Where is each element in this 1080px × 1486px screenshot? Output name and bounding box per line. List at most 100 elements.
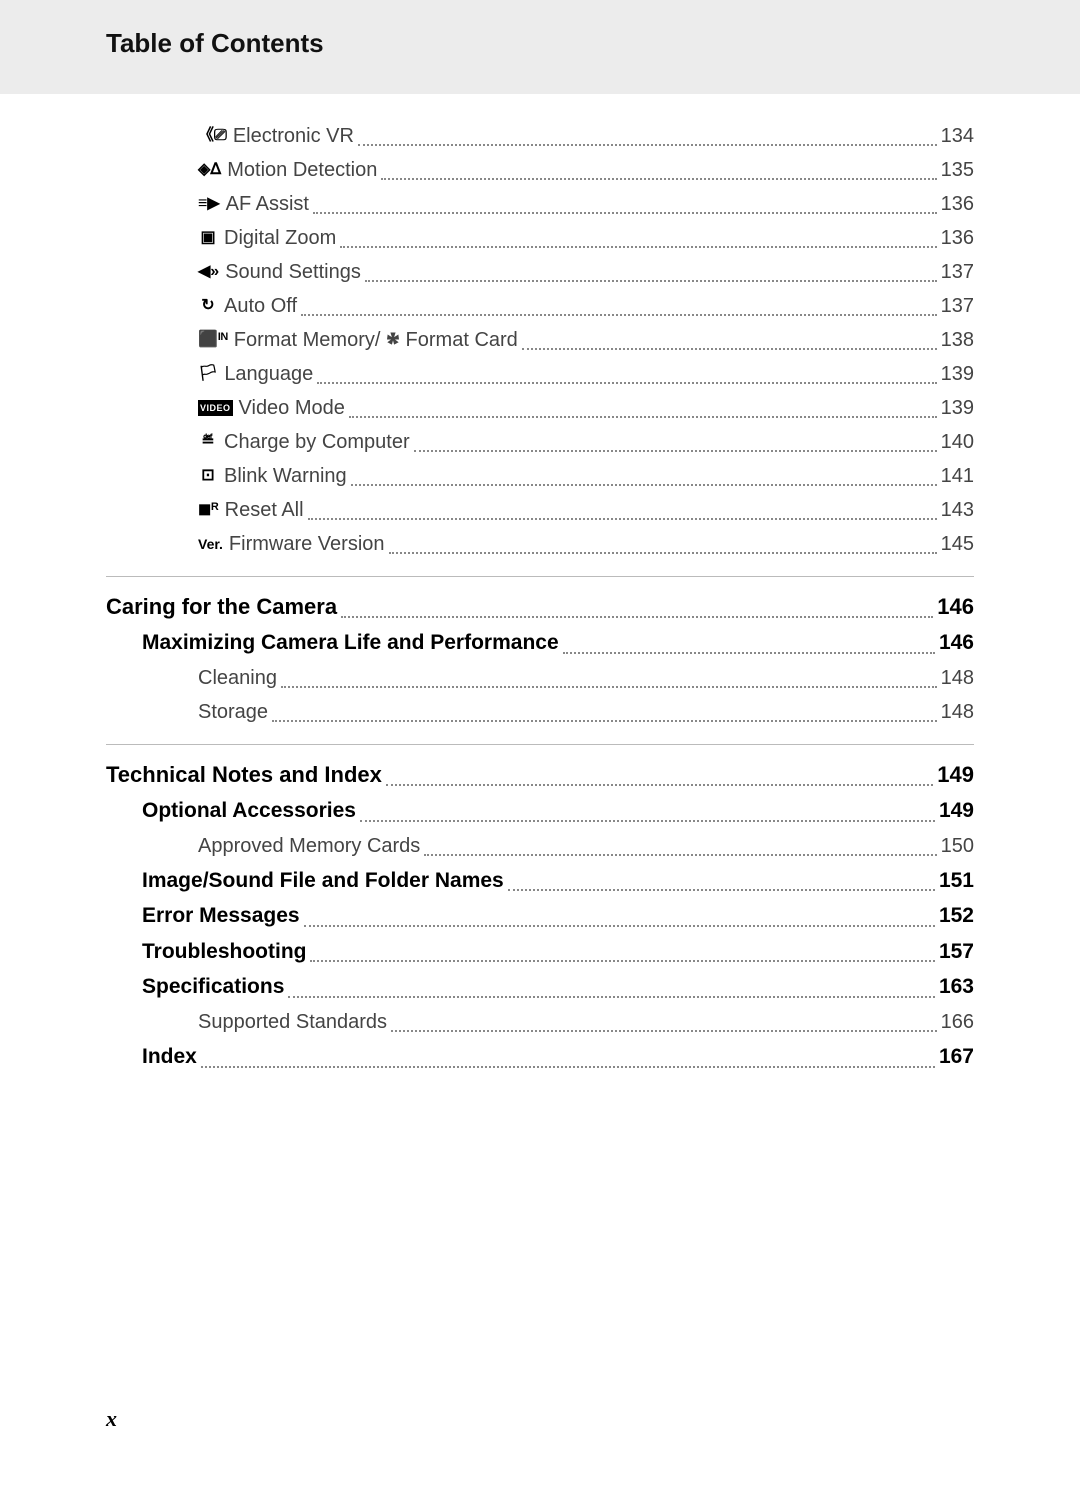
toc-leader-dots: [304, 925, 935, 927]
toc-label: ⊡ Blink Warning: [198, 460, 347, 492]
toc-line[interactable]: Storage 148: [106, 696, 974, 728]
reset-all-icon: ◼ᴿ: [198, 497, 219, 523]
toc-label: Technical Notes and Index: [106, 757, 382, 792]
toc-line[interactable]: Ver. Firmware Version 145: [106, 528, 974, 560]
toc-line[interactable]: ◀» Sound Settings 137: [106, 256, 974, 288]
toc-line[interactable]: ◼ᴿ Reset All 143: [106, 494, 974, 526]
toc-leader-dots: [349, 416, 937, 418]
toc-line[interactable]: Image/Sound File and Folder Names 151: [106, 864, 974, 898]
toc-label: 《⎚ Electronic VR: [198, 120, 354, 152]
toc-leader-dots: [301, 314, 937, 316]
toc-leader-dots: [281, 686, 937, 688]
toc-line[interactable]: Supported Standards166: [106, 1006, 974, 1038]
toc-leader-dots: [308, 518, 937, 520]
toc-page-number: 137: [941, 256, 974, 288]
toc-text: Format Memory/ 🞴 Format Card: [234, 324, 518, 356]
page-number: x: [106, 1406, 117, 1432]
toc-label: ◀» Sound Settings: [198, 256, 361, 288]
toc-line[interactable]: Troubleshooting 157: [106, 935, 974, 969]
toc-text: Charge by Computer: [224, 426, 410, 458]
toc-line[interactable]: Technical Notes and Index 149: [106, 757, 974, 792]
toc-text: Video Mode: [239, 392, 345, 424]
toc-text: AF Assist: [226, 188, 309, 220]
toc-text: Auto Off: [224, 290, 297, 322]
motion-detect-icon: ◈ᐃ: [198, 157, 221, 183]
toc-line[interactable]: Specifications 163: [106, 970, 974, 1004]
toc-line[interactable]: ≝ Charge by Computer 140: [106, 426, 974, 458]
toc-line[interactable]: Error Messages 152: [106, 899, 974, 933]
toc-line[interactable]: ◈ᐃ Motion Detection 135: [106, 154, 974, 186]
toc-line[interactable]: ⊡ Blink Warning 141: [106, 460, 974, 492]
toc-leader-dots: [317, 382, 936, 384]
section-divider: [106, 744, 974, 745]
video-mode-icon: VIDEO: [198, 400, 233, 416]
toc-line[interactable]: Maximizing Camera Life and Performance 1…: [106, 626, 974, 660]
toc-page-number: 135: [941, 154, 974, 186]
toc-line[interactable]: 🏳 Language139: [106, 358, 974, 390]
toc-leader-dots: [360, 820, 935, 822]
toc-page-number: 157: [939, 935, 974, 969]
firmware-icon: Ver.: [198, 533, 223, 555]
toc-leader-dots: [313, 212, 937, 214]
toc-text: Storage: [198, 696, 268, 728]
toc-text: Firmware Version: [229, 528, 385, 560]
toc-leader-dots: [341, 616, 933, 618]
toc-label: Maximizing Camera Life and Performance: [142, 626, 559, 660]
toc-line[interactable]: VIDEO Video Mode 139: [106, 392, 974, 424]
toc-line[interactable]: Caring for the Camera146: [106, 589, 974, 624]
toc-page-number: 148: [941, 696, 974, 728]
toc-text: Digital Zoom: [224, 222, 336, 254]
toc-line[interactable]: ⬛ᴵᴺ Format Memory/ 🞴 Format Card138: [106, 324, 974, 356]
toc-line[interactable]: Optional Accessories 149: [106, 794, 974, 828]
toc-page-number: 145: [941, 528, 974, 560]
toc-leader-dots: [201, 1066, 935, 1068]
toc-page-number: 149: [937, 757, 974, 792]
toc-leader-dots: [386, 784, 933, 786]
toc-line[interactable]: ▣ Digital Zoom136: [106, 222, 974, 254]
toc-label: Error Messages: [142, 899, 300, 933]
toc-label: ≡▶ AF Assist: [198, 188, 309, 220]
toc-text: Specifications: [142, 970, 284, 1004]
toc-page-number: 163: [939, 970, 974, 1004]
toc-line[interactable]: ↻ Auto Off137: [106, 290, 974, 322]
toc-line[interactable]: ≡▶ AF Assist 136: [106, 188, 974, 220]
toc-page-number: 139: [941, 358, 974, 390]
charge-computer-icon: ≝: [198, 429, 218, 455]
toc-page-number: 143: [941, 494, 974, 526]
toc-line[interactable]: Approved Memory Cards 150: [106, 830, 974, 862]
blink-warning-icon: ⊡: [198, 463, 218, 489]
toc-page-number: 146: [939, 626, 974, 660]
toc-page-number: 150: [941, 830, 974, 862]
toc-leader-dots: [358, 144, 937, 146]
toc-page-number: 141: [941, 460, 974, 492]
format-memory-icon: ⬛ᴵᴺ: [198, 327, 228, 353]
toc-label: ◈ᐃ Motion Detection: [198, 154, 377, 186]
toc-line[interactable]: Cleaning148: [106, 662, 974, 694]
toc-line[interactable]: 《⎚ Electronic VR134: [106, 120, 974, 152]
toc-page-number: 149: [939, 794, 974, 828]
header-bar: Table of Contents: [0, 0, 1080, 94]
toc-label: Cleaning: [198, 662, 277, 694]
toc-text: Electronic VR: [233, 120, 354, 152]
toc-leader-dots: [381, 178, 936, 180]
digital-zoom-icon: ▣: [198, 225, 218, 251]
toc-leader-dots: [391, 1030, 937, 1032]
toc-label: ≝ Charge by Computer: [198, 426, 410, 458]
toc-page-number: 151: [939, 864, 974, 898]
toc-text: Cleaning: [198, 662, 277, 694]
toc-text: Reset All: [225, 494, 304, 526]
toc-page-number: 140: [941, 426, 974, 458]
toc-label: VIDEO Video Mode: [198, 392, 345, 424]
toc-page-number: 136: [941, 188, 974, 220]
toc-line[interactable]: Index 167: [106, 1040, 974, 1074]
toc-text: Sound Settings: [225, 256, 361, 288]
toc-text: Blink Warning: [224, 460, 347, 492]
toc-leader-dots: [272, 720, 937, 722]
toc-leader-dots: [563, 652, 935, 654]
toc-label: ▣ Digital Zoom: [198, 222, 336, 254]
toc-label: Specifications: [142, 970, 284, 1004]
toc-page-number: 139: [941, 392, 974, 424]
toc-leader-dots: [414, 450, 937, 452]
toc-label: Image/Sound File and Folder Names: [142, 864, 504, 898]
toc-label: Approved Memory Cards: [198, 830, 420, 862]
